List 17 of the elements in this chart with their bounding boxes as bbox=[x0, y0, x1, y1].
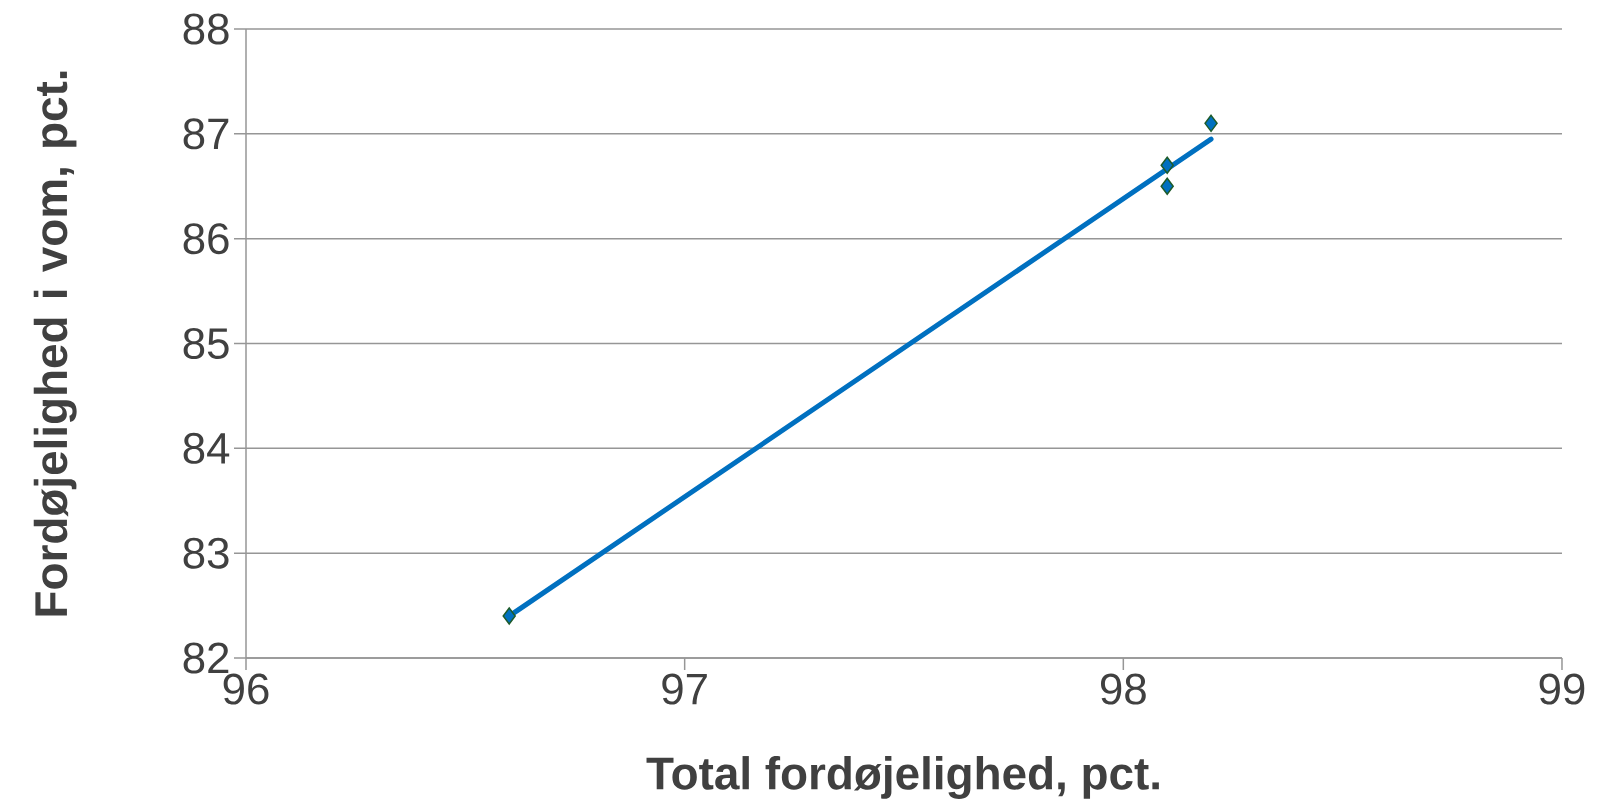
x-tick-label: 98 bbox=[1100, 673, 1146, 705]
y-tick-label: 86 bbox=[183, 223, 229, 255]
x-tick-label: 99 bbox=[1539, 673, 1585, 705]
x-axis-title: Total fordøjelighed, pct. bbox=[646, 756, 1159, 799]
y-tick-label: 88 bbox=[183, 13, 229, 45]
point bbox=[1160, 177, 1174, 195]
point bbox=[1204, 114, 1218, 133]
x-tick-label: 96 bbox=[223, 673, 269, 705]
y-tick-label: 82 bbox=[183, 642, 229, 674]
y-tick-label: 84 bbox=[183, 432, 230, 464]
y-tick-label: 85 bbox=[183, 327, 229, 360]
y-tick-label: 87 bbox=[183, 118, 229, 150]
point bbox=[1160, 156, 1174, 175]
y-axis-title: Fordøjelighed i vom, pct. bbox=[33, 71, 77, 616]
point bbox=[502, 607, 516, 625]
x-tick-label: 97 bbox=[662, 673, 707, 705]
y-tick-label: 83 bbox=[183, 537, 229, 569]
